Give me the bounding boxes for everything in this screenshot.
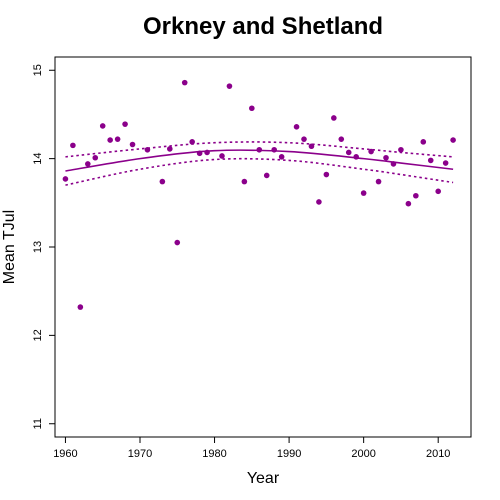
data-point [345, 149, 352, 156]
confidence-lower-line [65, 157, 454, 186]
x-tick-label: 2010 [426, 448, 450, 460]
data-point [181, 79, 188, 86]
data-point [92, 154, 99, 161]
data-point [353, 154, 359, 160]
data-point [435, 188, 441, 195]
data-point [144, 146, 151, 153]
x-tick-label: 1970 [128, 448, 152, 460]
trend-line [65, 149, 454, 172]
data-point [323, 171, 330, 178]
data-point [331, 115, 337, 121]
data-point [159, 178, 166, 185]
data-point [107, 137, 113, 143]
data-point [338, 136, 345, 142]
data-point [196, 150, 203, 157]
data-point [398, 146, 404, 153]
data-point [420, 139, 427, 145]
y-tick-label: 12 [32, 329, 44, 341]
x-axis-label: Year [247, 470, 280, 487]
data-point [167, 146, 173, 152]
data-point [413, 192, 419, 199]
x-tick-label: 1980 [202, 448, 226, 460]
chart-title: Orkney and Shetland [143, 13, 383, 40]
data-point [256, 146, 263, 153]
data-point [204, 149, 210, 156]
data-point [308, 143, 315, 150]
x-tick-label: 1960 [53, 448, 77, 460]
data-point [390, 161, 397, 167]
data-point [122, 121, 128, 127]
data-point [293, 124, 300, 130]
x-axis: 1960 1970 1980 1990 2000 2010 [53, 437, 450, 460]
y-tick-label: 15 [32, 64, 44, 76]
y-axis-label: Mean TJul [1, 210, 18, 284]
points-layer [62, 79, 456, 310]
data-point [263, 172, 270, 179]
data-point [442, 160, 449, 166]
data-point [316, 199, 322, 205]
y-tick-label: 11 [32, 418, 44, 429]
x-tick-label: 2000 [351, 448, 375, 460]
y-axis: 11 12 13 14 15 [32, 64, 55, 429]
data-point [70, 142, 76, 149]
data-point [174, 239, 181, 246]
data-point [241, 178, 248, 185]
data-point [114, 136, 121, 142]
data-point [226, 83, 233, 89]
data-point [271, 146, 277, 153]
data-point [368, 148, 374, 155]
data-point [77, 304, 84, 310]
data-point [360, 190, 367, 196]
y-tick-label: 13 [32, 241, 44, 253]
data-point [249, 105, 255, 112]
data-point [450, 137, 456, 143]
data-point [383, 154, 389, 161]
data-point [219, 153, 225, 159]
data-point [427, 157, 434, 164]
data-point [301, 136, 307, 142]
x-tick-label: 1990 [277, 448, 301, 460]
data-point [278, 154, 285, 160]
data-point [99, 123, 106, 129]
data-point [85, 161, 91, 167]
data-point [129, 141, 136, 148]
data-point [189, 139, 195, 145]
plot-frame [54, 56, 472, 438]
data-point [405, 200, 412, 207]
data-point [62, 176, 69, 182]
y-tick-label: 14 [32, 153, 44, 165]
data-point [375, 178, 382, 185]
